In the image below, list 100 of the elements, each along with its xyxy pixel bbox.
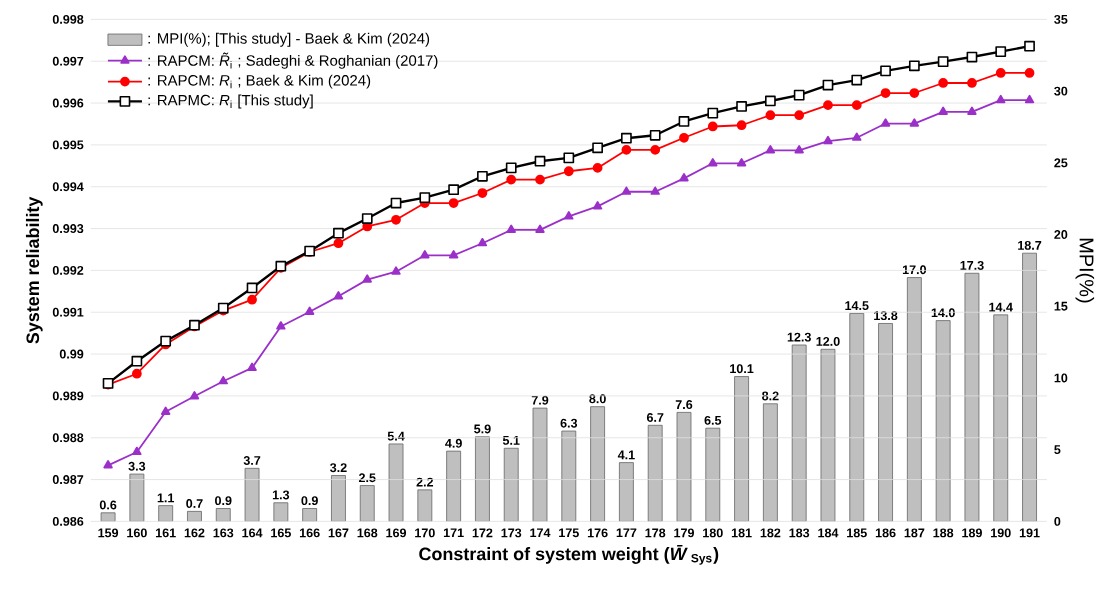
point <box>420 250 430 259</box>
bar <box>446 450 462 522</box>
point <box>995 68 1006 78</box>
bar <box>244 467 260 522</box>
point <box>247 294 257 305</box>
point <box>938 106 948 115</box>
bar <box>820 348 836 522</box>
point <box>131 355 143 367</box>
bar <box>359 485 375 522</box>
point <box>996 94 1006 104</box>
point <box>995 46 1007 57</box>
point <box>1024 68 1035 78</box>
point <box>333 238 344 249</box>
bar <box>791 344 807 522</box>
point <box>477 170 488 182</box>
bar <box>187 510 202 522</box>
point <box>419 192 431 203</box>
bar <box>935 320 951 522</box>
point <box>707 107 719 119</box>
bar <box>475 436 490 522</box>
bar <box>100 512 116 522</box>
y2-axis-title: MPI(%) <box>1075 238 1095 303</box>
point <box>276 321 286 330</box>
point <box>823 135 833 145</box>
point <box>736 158 747 167</box>
point <box>908 60 920 72</box>
bar <box>705 427 721 522</box>
point <box>391 266 401 275</box>
bar <box>964 272 980 522</box>
bar <box>993 314 1009 522</box>
point <box>909 118 920 127</box>
point <box>938 78 949 88</box>
point <box>564 211 574 220</box>
bar <box>503 447 519 522</box>
point <box>650 186 660 195</box>
bar <box>619 462 634 522</box>
point <box>880 118 891 127</box>
point <box>708 158 718 167</box>
point <box>131 368 142 379</box>
point <box>765 95 776 107</box>
point <box>1024 94 1035 104</box>
bar <box>647 424 663 522</box>
point <box>621 145 632 155</box>
point <box>448 250 459 259</box>
point <box>679 173 689 182</box>
point <box>765 145 776 154</box>
bar <box>129 473 145 522</box>
point <box>535 224 545 233</box>
point <box>880 88 891 98</box>
point <box>304 306 315 315</box>
point <box>506 224 516 233</box>
point <box>736 120 747 131</box>
bar <box>590 406 605 522</box>
point <box>477 237 488 247</box>
point <box>534 155 546 167</box>
point <box>506 174 517 185</box>
point <box>592 201 603 210</box>
point <box>851 100 862 111</box>
bar <box>215 508 231 522</box>
point <box>505 162 517 174</box>
point <box>678 116 690 127</box>
point <box>736 101 747 112</box>
point <box>333 227 344 239</box>
bar <box>762 403 778 522</box>
point <box>937 56 949 68</box>
point <box>851 74 863 86</box>
point <box>535 174 545 185</box>
point <box>794 110 805 121</box>
bar <box>302 508 318 522</box>
point <box>477 188 488 198</box>
point <box>592 163 603 173</box>
point <box>160 406 171 415</box>
point <box>448 184 460 196</box>
bar <box>1022 252 1037 522</box>
point <box>793 89 805 101</box>
bar <box>561 430 577 522</box>
point <box>967 78 977 88</box>
point <box>362 274 372 283</box>
point <box>823 100 833 111</box>
bar <box>849 313 865 522</box>
point <box>621 132 632 144</box>
point <box>707 121 718 132</box>
point <box>967 106 977 115</box>
bar <box>878 323 893 522</box>
bar <box>417 489 433 522</box>
point <box>247 362 257 371</box>
point <box>909 88 920 98</box>
x-axis-title: Constraint of system weight (W̄$_{Sys}$) <box>419 545 719 565</box>
point <box>103 460 113 469</box>
point <box>852 132 862 141</box>
point <box>649 129 661 141</box>
point <box>391 214 401 225</box>
point <box>679 132 689 143</box>
point <box>563 152 575 164</box>
point <box>563 166 574 177</box>
point <box>765 110 776 121</box>
point <box>1024 40 1035 52</box>
point <box>794 145 804 154</box>
point <box>218 375 228 385</box>
point <box>189 391 200 400</box>
